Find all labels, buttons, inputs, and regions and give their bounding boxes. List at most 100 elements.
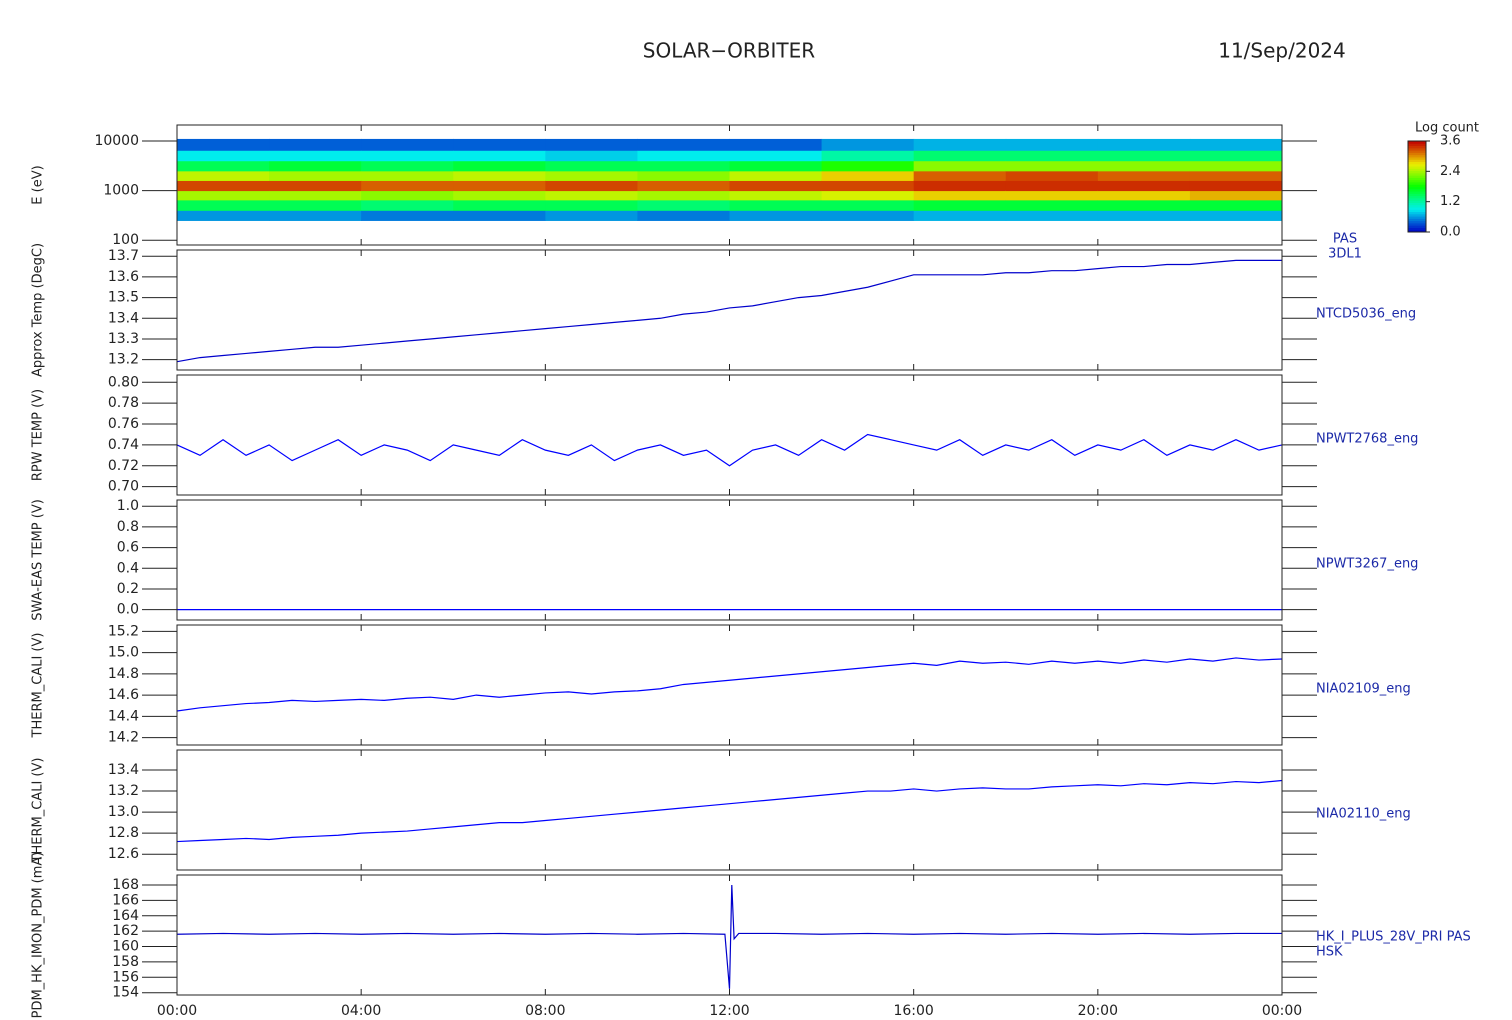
heatmap-cell [1097,180,1191,192]
y-tick-label: 14.4 [108,708,139,724]
heatmap-cell [545,138,638,151]
heatmap-cell [1189,170,1283,181]
colorbar-step [1408,172,1426,176]
y-axis-label: THERM_CALI (V) [31,758,46,864]
y-tick-label: 14.6 [108,687,139,703]
colorbar-step [1408,147,1426,151]
colorbar-tick-label: 3.6 [1440,134,1461,149]
colorbar-step [1408,150,1426,153]
heatmap-cell [1189,160,1283,172]
heatmap-cell [637,190,730,201]
heatmap-cell [1189,138,1283,151]
heatmap-cell [821,160,915,172]
series-label: NPWT3267_eng [1316,557,1418,572]
y-tick-label: 166 [112,892,139,908]
heatmap-cell [269,190,362,201]
series-label: PAS [1333,232,1357,247]
y-tick-label: 13.2 [108,352,139,368]
heatmap-cell [1005,150,1099,162]
heatmap-cell [913,210,1007,221]
y-axis-label: PDM_HK_IMON_PDM (mA) [31,852,46,1019]
series-label: NIA02110_eng [1316,807,1411,822]
y-tick-label: 154 [112,985,139,1001]
chart-date: 11/Sep/2024 [1218,39,1346,63]
heatmap-cell [729,190,823,201]
colorbar-step [1408,220,1426,224]
y-tick-label: 0.80 [108,374,139,390]
x-tick-label: 00:00 [157,1003,197,1019]
colorbar-step [1408,209,1426,213]
heatmap-cell [1097,138,1191,151]
heatmap-cell [177,138,270,151]
y-tick-label: 13.7 [108,248,139,264]
heatmap-cell [361,190,454,201]
data-line [176,433,1283,467]
y-tick-label: 13.4 [108,310,139,326]
colorbar-step [1408,193,1426,197]
colorbar-step [1408,227,1426,231]
heatmap-cell [545,190,638,201]
heatmap-cell [1189,150,1283,162]
colorbar-step [1408,200,1426,203]
colorbar-title: Log count [1415,121,1479,136]
heatmap-cell [913,160,1007,172]
colorbar-step [1408,159,1426,162]
y-axis-label: RPW TEMP (V) [31,389,46,481]
heatmap-cell [269,150,362,162]
heatmap-cell [637,150,730,162]
heatmap-cell [821,180,915,192]
heatmap-cell [269,210,362,221]
heatmap-cell [177,210,270,221]
colorbar-step [1408,204,1426,208]
colorbar-step [1408,166,1426,169]
heatmap-cell [729,160,823,172]
heatmap-cell [821,170,915,181]
heatmap-cell [269,170,362,181]
heatmap-cell [1097,150,1191,162]
y-tick-label: 0.0 [117,602,139,618]
y-tick-label: 13.5 [108,290,139,306]
heatmap-cell [453,160,546,172]
heatmap-cell [177,170,270,181]
y-tick-label: 0.78 [108,395,139,411]
heatmap-cell [637,138,730,151]
heatmap-cell [269,138,362,151]
colorbar-step [1408,145,1426,149]
series-label: NIA02109_eng [1316,682,1411,697]
colorbar-step [1408,206,1426,210]
y-tick-label: 12.6 [108,846,139,862]
heatmap-cell [1097,170,1191,181]
y-tick-label: 1.0 [117,498,139,514]
y-axis-label: THERM_CALI (V) [31,633,46,739]
heatmap-cell [637,210,730,221]
y-tick-label: 10000 [94,133,139,149]
colorbar-step [1408,213,1426,217]
colorbar-step [1408,179,1426,183]
y-tick-label: 0.8 [117,519,139,535]
heatmap-cell [453,190,546,201]
heatmap-cell [545,210,638,221]
x-tick-label: 04:00 [341,1003,381,1019]
y-tick-label: 156 [112,969,139,985]
colorbar-step [1408,197,1426,201]
heatmap-cell [1097,199,1191,211]
heatmap-cell [361,199,454,211]
heatmap-cell [1005,190,1099,201]
heatmap-cell [1005,180,1099,192]
heatmap-cell [913,150,1007,162]
heatmap-cell [913,190,1007,201]
data-line [176,884,1282,989]
x-tick-label: 16:00 [893,1003,933,1019]
heatmap-cell [545,199,638,211]
heatmap-cell [729,180,823,192]
heatmap-cell [1005,170,1099,181]
y-tick-label: 15.0 [108,645,139,661]
colorbar-step [1408,175,1426,178]
y-tick-label: 0.70 [108,479,139,495]
heatmap-cell [729,150,823,162]
data-line [176,259,1282,363]
x-tick-label: 08:00 [525,1003,565,1019]
heatmap-cell [361,180,454,192]
y-tick-label: 0.76 [108,416,139,432]
data-line [176,779,1283,843]
